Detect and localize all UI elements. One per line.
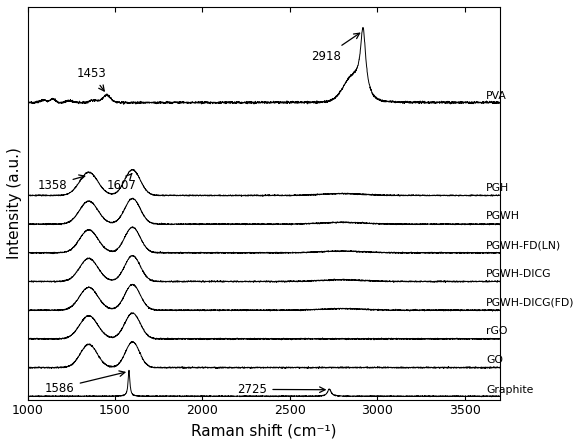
Text: 1586: 1586 — [45, 371, 125, 395]
Text: 1607: 1607 — [107, 174, 136, 192]
Text: 2725: 2725 — [237, 383, 325, 396]
Text: PGWH-FD(LN): PGWH-FD(LN) — [486, 240, 561, 250]
Text: 2918: 2918 — [311, 33, 360, 63]
Text: PGH: PGH — [486, 183, 509, 193]
Text: rGO: rGO — [486, 326, 508, 336]
Y-axis label: Intensity (a.u.): Intensity (a.u.) — [7, 147, 22, 259]
Text: 1453: 1453 — [76, 67, 107, 91]
Text: 1358: 1358 — [38, 175, 85, 192]
X-axis label: Raman shift (cm⁻¹): Raman shift (cm⁻¹) — [191, 423, 336, 438]
Text: PVA: PVA — [486, 91, 507, 101]
Text: Graphite: Graphite — [486, 385, 533, 395]
Text: PGWH: PGWH — [486, 211, 520, 222]
Text: PGWH-DICG: PGWH-DICG — [486, 269, 551, 279]
Text: GO: GO — [486, 355, 503, 365]
Text: PGWH-DICG(FD): PGWH-DICG(FD) — [486, 297, 574, 307]
